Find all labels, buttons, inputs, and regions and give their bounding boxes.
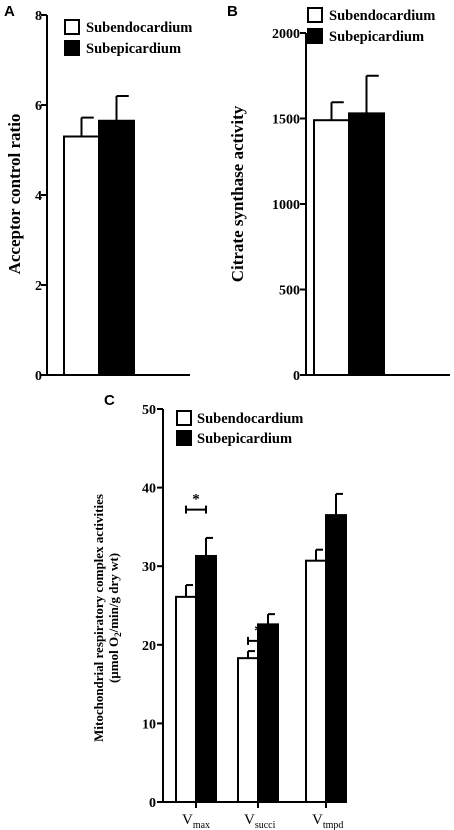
panel-a-legend-swatch-subepicardium (64, 40, 80, 56)
panel-c-y-tick-label: 0 (149, 796, 156, 811)
panel-label-a: A (4, 3, 15, 20)
panel-c-legend-swatch-subendocardium (176, 410, 192, 426)
panel-b-y-axis-title: Citrate synthase activity (228, 105, 247, 282)
panel-c-y-tick-label: 30 (142, 560, 156, 575)
panel-b-legend-swatch-subendocardium (307, 7, 323, 23)
panel-a-y-tick-label: 2 (35, 279, 42, 294)
panel-a-y-tick-label: 6 (35, 99, 42, 114)
panel-c-significance-label: * (254, 623, 262, 639)
panel-c-y-tick-label: 50 (142, 403, 156, 418)
panel-b-y-tick-label: 500 (279, 284, 300, 299)
panel-c-legend-label-subendocardium: Subendocardium (197, 411, 303, 427)
panel-a-bar-subepicardium (98, 119, 135, 376)
panel-b-y-tick-label: 2000 (272, 27, 300, 42)
panel-c-legend-swatch-subepicardium (176, 430, 192, 446)
panel-a-y-tick-label: 8 (35, 9, 42, 24)
panel-c-y-tick-label: 10 (142, 717, 156, 732)
panel-b-bar-subepicardium (348, 112, 385, 377)
panel-c-bar-subepicardium (195, 554, 217, 803)
panel-c-bar-subendocardium (175, 595, 197, 803)
panel-c-x-tick-label: Vsucci (244, 812, 276, 830)
panel-c-bar-subepicardium (257, 623, 279, 804)
panel-b-y-tick-label: 0 (293, 369, 300, 384)
panel-c-legend-label-subepicardium: Subepicardium (197, 431, 292, 447)
panel-c-x-tick-label: Vmax (182, 812, 210, 830)
panel-c-bar-subepicardium (325, 514, 347, 803)
panel-c-y-tick-label: 40 (142, 482, 156, 497)
panel-c-y-tick-label: 20 (142, 639, 156, 654)
panel-c-x-tick-label: Vtmpd (312, 812, 343, 830)
panel-a-bar-subendocardium (63, 135, 100, 376)
chart-layer: 02468SubendocardiumSubepicardium05001000… (35, 7, 450, 830)
panel-b-y-tick-label: 1000 (272, 198, 300, 213)
panel-a-y-axis-title: Acceptor control ratio (5, 114, 24, 275)
panel-a-y-tick-label: 4 (35, 189, 42, 204)
panel-b-legend-label-subepicardium: Subepicardium (329, 29, 424, 45)
panel-a-legend-swatch-subendocardium (64, 19, 80, 35)
panel-label-b: B (227, 3, 238, 20)
panel-c-bar-subendocardium (237, 657, 259, 803)
panel-label-c: C (104, 392, 115, 409)
panel-b-legend-label-subendocardium: Subendocardium (329, 8, 435, 24)
panel-c-y-axis-title-line2: (µmol O2/min/g dry wt) (106, 553, 123, 683)
panel-c-bar-subendocardium (305, 559, 327, 803)
panel-c-significance-label: * (192, 492, 200, 508)
panel-b-y-tick-label: 1500 (272, 113, 300, 128)
panel-a-legend-label-subepicardium: Subepicardium (86, 41, 181, 57)
panel-c-y-axis-title-line1: Mitochondrial respiratory complex activi… (91, 494, 106, 742)
panel-a-y-tick-label: 0 (35, 369, 42, 384)
panel-a-legend-label-subendocardium: Subendocardium (86, 20, 192, 36)
panel-b-legend-swatch-subepicardium (307, 28, 323, 44)
panel-b-bar-subendocardium (313, 119, 350, 376)
